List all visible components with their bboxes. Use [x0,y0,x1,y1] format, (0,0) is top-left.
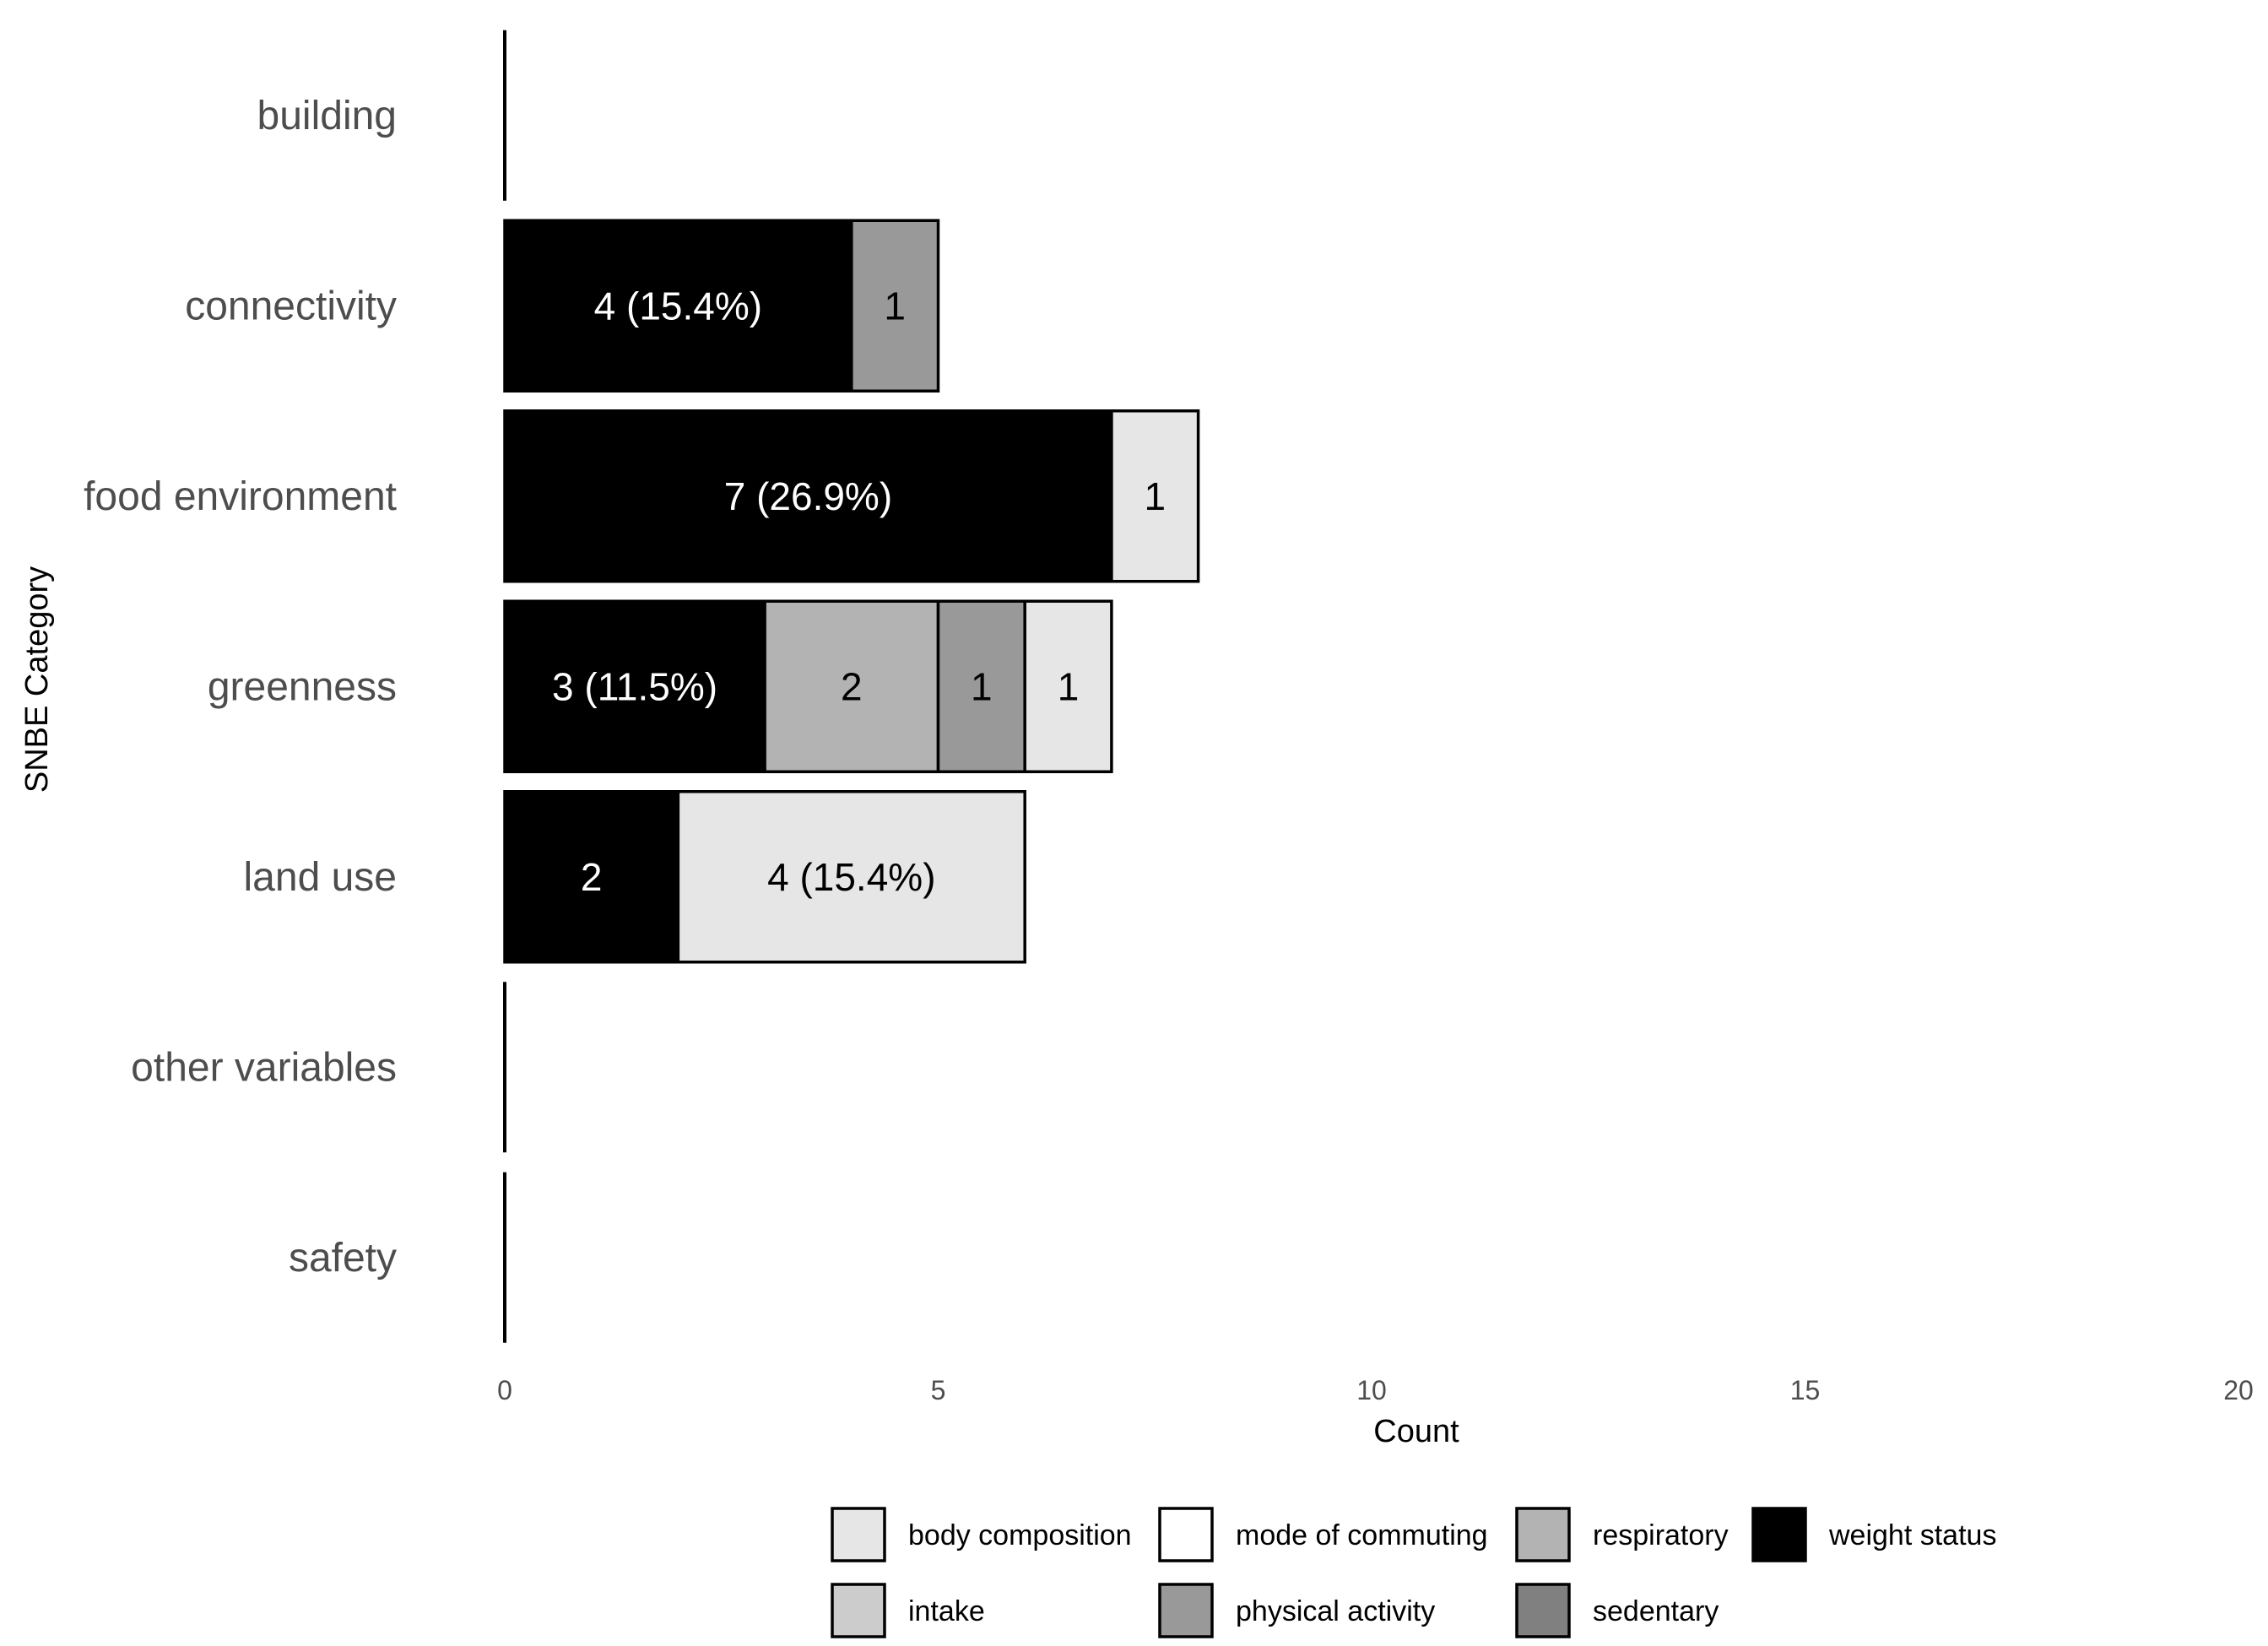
category-label-land-use: land use [244,855,397,900]
data-label-connectivity-physical-activity: 1 [884,284,906,328]
bar-segment-food-environment-weight-status [503,409,1113,583]
legend-swatch-sedentary [1515,1583,1571,1638]
category-label-safety: safety [289,1236,397,1281]
legend-label-body-composition: body composition [908,1519,1132,1551]
legend: body composition mode of commuting respira… [831,1507,1996,1638]
x-axis-title: Count [1373,1414,1459,1449]
category-label-food-environment: food environment [84,474,397,519]
legend-swatch-intake [831,1583,886,1638]
legend-label-sedentary: sedentary [1593,1595,1719,1627]
data-label-connectivity-weight-status: 4 (15.4%) [594,284,762,328]
category-label-connectivity: connectivity [185,284,397,328]
data-label-greenness-respiratory: 2 [841,664,863,708]
data-label-greenness-weight-status: 3 (11.5%) [552,664,717,708]
bar-segment-land-use-weight-status [503,790,680,964]
x-tick-label-5: 5 [931,1375,946,1405]
legend-label-respiratory: respiratory [1593,1519,1729,1551]
x-tick-label-0: 0 [497,1375,512,1405]
x-tick-label-10: 10 [1356,1375,1387,1405]
bar-segment-greenness-body-composition [1023,599,1113,773]
data-label-land-use-weight-status: 2 [581,855,603,899]
legend-swatch-respiratory [1515,1507,1571,1562]
category-label-other-variables: other variables [131,1045,397,1090]
bar-segment-land-use-body-composition [676,790,1026,964]
bar-segment-greenness-respiratory [763,599,940,773]
data-label-food-environment-body-composition: 1 [1144,474,1166,518]
legend-swatch-body-composition [831,1507,886,1562]
bar-segment-food-environment-body-composition [1110,409,1200,583]
category-labels: building connectivity food environment gree… [84,94,397,1281]
bar-segment-connectivity-weight-status [503,219,853,393]
y-axis-title: SNBE Category [19,566,55,793]
category-label-greenness: greenness [208,664,397,709]
legend-swatch-physical-activity [1158,1583,1214,1638]
legend-label-mode-of-commuting: mode of commuting [1236,1519,1488,1551]
legend-label-physical-activity: physical activity [1236,1595,1435,1627]
legend-label-intake: intake [908,1595,985,1627]
data-label-land-use-body-composition: 4 (15.4%) [767,855,935,899]
x-tick-label-20: 20 [2223,1375,2254,1405]
data-label-greenness-body-composition: 1 [1058,664,1080,708]
data-label-greenness-physical-activity: 1 [971,664,993,708]
legend-label-weight-status: weight status [1828,1519,1996,1551]
bar-segment-connectivity-physical-activity [850,219,940,393]
legend-swatch-mode-of-commuting [1158,1507,1214,1562]
legend-swatch-weight-status [1751,1507,1807,1562]
x-tick-labels: 0 5 10 15 20 [497,1375,2254,1405]
bars-layer: 4 (15.4%) 1 7 (26.9%) 1 3 (11.5%) 2 1 1 2 4 (15.4… [503,30,1200,1343]
x-tick-label-15: 15 [1790,1375,1821,1405]
category-label-building: building [257,94,397,138]
data-label-food-environment-weight-status: 7 (26.9%) [724,474,892,518]
